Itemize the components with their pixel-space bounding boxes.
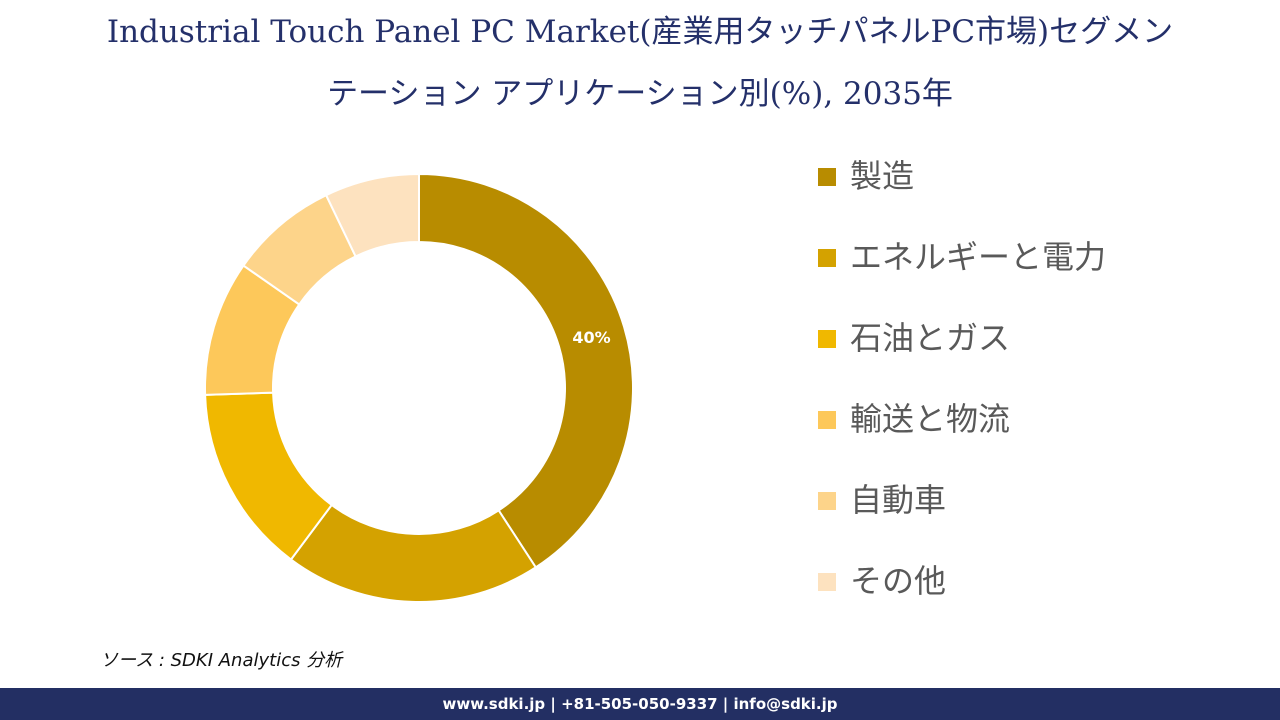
chart-legend: 製造 エネルギーと電力 石油とガス 輸送と物流 自動車 その他 (818, 156, 1106, 642)
legend-item-other: その他 (818, 561, 1106, 602)
legend-item-transport-logistics: 輸送と物流 (818, 399, 1106, 440)
legend-label: 輸送と物流 (850, 400, 1011, 438)
legend-label: エネルギーと電力 (850, 238, 1107, 276)
legend-swatch (818, 491, 836, 510)
chart-title-line1: Industrial Touch Panel PC Market(産業用タッチパ… (106, 14, 1174, 50)
donut-slice-5 (324, 172, 420, 258)
legend-swatch (818, 248, 836, 267)
legend-swatch (818, 167, 836, 186)
donut-slice-1 (289, 503, 538, 603)
chart-title: Industrial Touch Panel PC Market(産業用タッチパ… (0, 8, 1280, 118)
legend-item-manufacturing: 製造 (818, 156, 1106, 197)
chart-title-line2: テーション アプリケーション別(%), 2035年 (327, 76, 953, 112)
legend-label: 石油とガス (850, 319, 1011, 357)
legend-swatch (818, 410, 836, 429)
legend-label: その他 (850, 562, 947, 600)
source-note: ソース : SDKI Analytics 分析 (100, 650, 343, 671)
data-label-0: 40% (572, 328, 610, 347)
legend-label: 製造 (850, 157, 915, 195)
legend-label: 自動車 (850, 481, 947, 519)
legend-swatch (818, 329, 836, 348)
legend-item-oil-gas: 石油とガス (818, 318, 1106, 359)
legend-item-automotive: 自動車 (818, 480, 1106, 521)
legend-item-energy-power: エネルギーと電力 (818, 237, 1106, 278)
footer-bar: www.sdki.jp | +81-505-050-9337 | info@sd… (0, 688, 1280, 720)
donut-slice-0 (418, 172, 634, 569)
legend-swatch (818, 572, 836, 591)
